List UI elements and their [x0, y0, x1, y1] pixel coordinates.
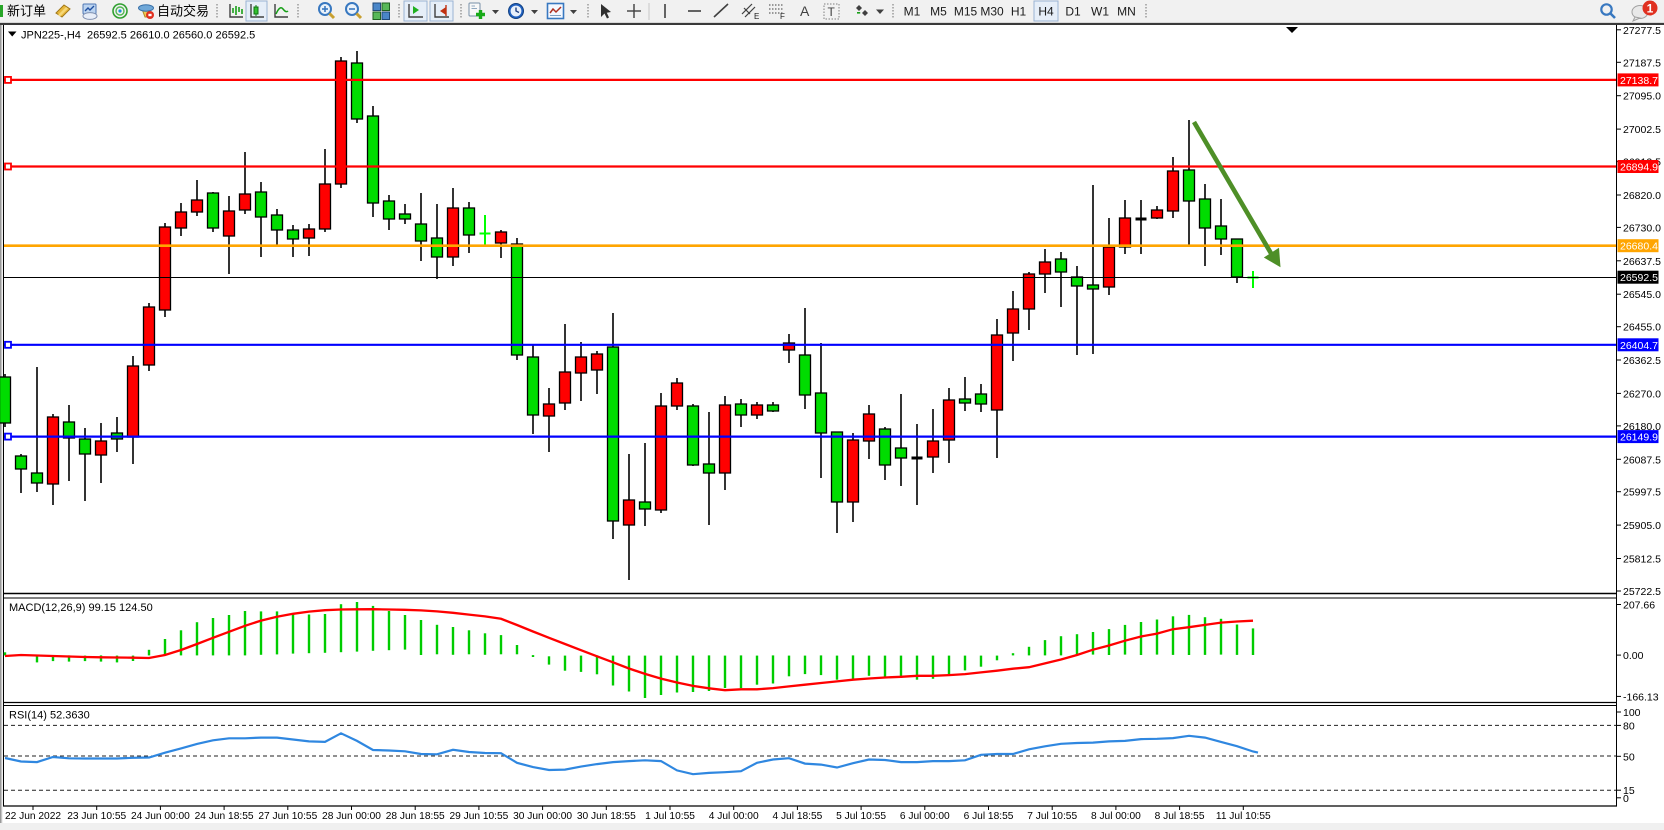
svg-text:25905.0: 25905.0	[1623, 520, 1661, 532]
svg-text:28 Jun 18:55: 28 Jun 18:55	[386, 811, 445, 822]
svg-text:26730.0: 26730.0	[1623, 222, 1661, 234]
svg-text:26680.4: 26680.4	[1620, 241, 1658, 253]
svg-text:11 Jul 10:55: 11 Jul 10:55	[1216, 811, 1271, 822]
svg-text:26362.5: 26362.5	[1623, 355, 1661, 367]
svg-text:T: T	[828, 5, 836, 19]
svg-text:15: 15	[1623, 785, 1635, 797]
svg-text:新订单: 新订单	[7, 4, 46, 19]
svg-text:27277.5: 27277.5	[1623, 25, 1661, 37]
svg-text:8 Jul 18:55: 8 Jul 18:55	[1155, 811, 1205, 822]
svg-text:100: 100	[1623, 707, 1641, 719]
svg-text:M1: M1	[904, 5, 921, 19]
svg-text:23 Jun 10:55: 23 Jun 10:55	[67, 811, 126, 822]
svg-text:27138.7: 27138.7	[1620, 75, 1658, 87]
svg-text:E: E	[754, 12, 759, 21]
svg-text:25812.5: 25812.5	[1623, 554, 1661, 566]
svg-text:26087.5: 26087.5	[1623, 454, 1661, 466]
svg-text:29 Jun 10:55: 29 Jun 10:55	[449, 811, 508, 822]
svg-text:H1: H1	[1011, 5, 1027, 19]
svg-text:27187.5: 27187.5	[1623, 57, 1661, 69]
svg-text:27 Jun 10:55: 27 Jun 10:55	[258, 811, 317, 822]
svg-text:5 Jul 10:55: 5 Jul 10:55	[836, 811, 886, 822]
svg-text:26820.0: 26820.0	[1623, 190, 1661, 202]
svg-text:7 Jul 10:55: 7 Jul 10:55	[1027, 811, 1077, 822]
svg-text:M5: M5	[930, 5, 947, 19]
svg-text:26404.7: 26404.7	[1620, 340, 1658, 352]
svg-text:4 Jul 18:55: 4 Jul 18:55	[772, 811, 822, 822]
svg-text:207.66: 207.66	[1623, 600, 1655, 612]
svg-text:27095.0: 27095.0	[1623, 91, 1661, 103]
svg-text:22 Jun 2022: 22 Jun 2022	[5, 811, 61, 822]
svg-text:MACD(12,26,9) 99.15 124.50: MACD(12,26,9) 99.15 124.50	[9, 602, 153, 614]
svg-text:4 Jul 00:00: 4 Jul 00:00	[709, 811, 759, 822]
svg-text:26592.5: 26592.5	[1620, 272, 1658, 284]
svg-text:24 Jun 00:00: 24 Jun 00:00	[131, 811, 190, 822]
svg-text:26455.0: 26455.0	[1623, 322, 1661, 334]
svg-text:MN: MN	[1117, 5, 1136, 19]
svg-text:0: 0	[1623, 793, 1629, 805]
svg-text:26545.0: 26545.0	[1623, 289, 1661, 301]
svg-text:26894.9: 26894.9	[1620, 162, 1658, 174]
svg-text:RSI(14) 52.3630: RSI(14) 52.3630	[9, 710, 90, 722]
svg-text:JPN225-,H4 26592.5 26610.0 26: JPN225-,H4 26592.5 26610.0 26560.0 26592…	[21, 30, 255, 42]
svg-text:8 Jul 00:00: 8 Jul 00:00	[1091, 811, 1141, 822]
svg-text:50: 50	[1623, 751, 1635, 763]
svg-text:M30: M30	[980, 5, 1004, 19]
svg-text:F: F	[780, 12, 785, 21]
svg-text:24 Jun 18:55: 24 Jun 18:55	[195, 811, 254, 822]
svg-text:1: 1	[1647, 2, 1654, 16]
svg-text:25722.5: 25722.5	[1623, 586, 1661, 598]
svg-text:30 Jun 18:55: 30 Jun 18:55	[577, 811, 636, 822]
svg-text:6 Jul 00:00: 6 Jul 00:00	[900, 811, 950, 822]
svg-text:27002.5: 27002.5	[1623, 124, 1661, 136]
svg-text:80: 80	[1623, 720, 1635, 732]
svg-text:26270.0: 26270.0	[1623, 388, 1661, 400]
svg-text:D1: D1	[1065, 5, 1081, 19]
svg-text:M15: M15	[954, 5, 978, 19]
svg-text:26180.0: 26180.0	[1623, 421, 1661, 433]
svg-text:0.00: 0.00	[1623, 650, 1644, 662]
svg-text:A: A	[800, 3, 810, 19]
svg-text:H4: H4	[1038, 5, 1054, 19]
svg-text:26149.9: 26149.9	[1620, 432, 1658, 444]
svg-text:28 Jun 00:00: 28 Jun 00:00	[322, 811, 381, 822]
svg-text:自动交易: 自动交易	[157, 4, 209, 19]
svg-text:30 Jun 00:00: 30 Jun 00:00	[513, 811, 572, 822]
svg-text:W1: W1	[1091, 5, 1109, 19]
svg-text:-166.13: -166.13	[1623, 691, 1659, 703]
svg-text:1 Jul 10:55: 1 Jul 10:55	[645, 811, 695, 822]
svg-text:25997.5: 25997.5	[1623, 487, 1661, 499]
svg-text:6 Jul 18:55: 6 Jul 18:55	[964, 811, 1014, 822]
svg-text:26637.5: 26637.5	[1623, 256, 1661, 268]
